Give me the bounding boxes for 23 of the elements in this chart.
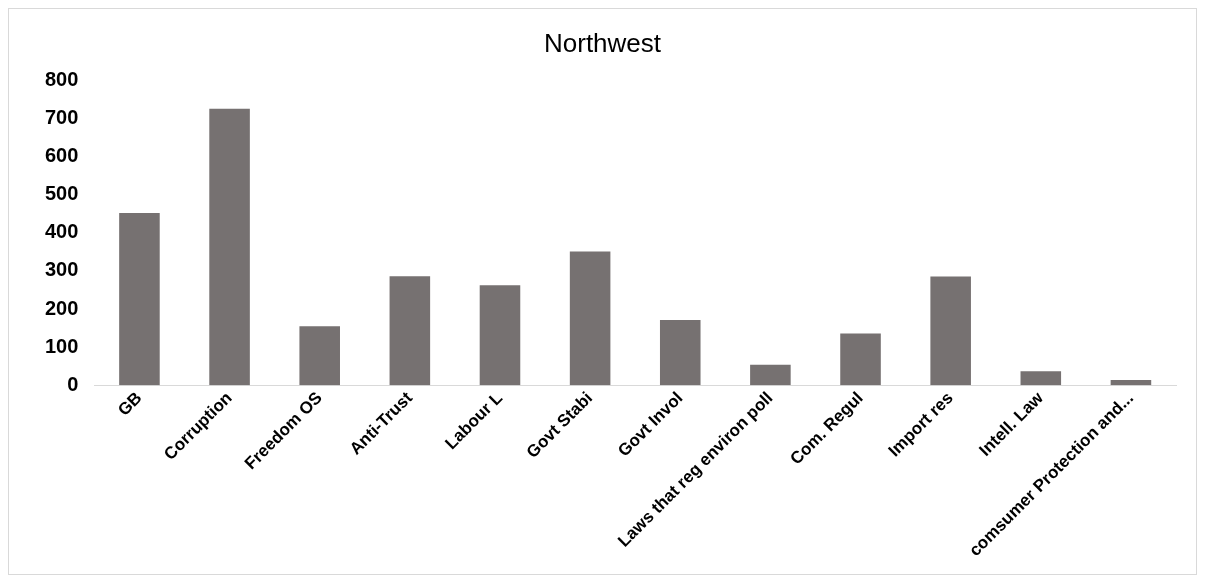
chart-title: Northwest [543, 27, 662, 58]
y-tick-label: 500 [44, 182, 79, 205]
bar [750, 364, 791, 386]
x-tick-label: GB [114, 388, 146, 420]
y-tick-label: 200 [44, 296, 79, 319]
bar [389, 276, 431, 386]
bar [569, 251, 611, 386]
y-tick-label: 0 [67, 372, 79, 395]
bar [1020, 371, 1062, 386]
y-tick-label: 100 [44, 334, 79, 357]
bar [119, 212, 160, 386]
bar [299, 326, 340, 386]
y-tick-label: 600 [44, 143, 79, 166]
bar [930, 276, 971, 386]
bar [840, 333, 881, 386]
y-tick-label: 300 [44, 258, 79, 281]
bar [1110, 379, 1152, 386]
y-tick-label: 400 [44, 220, 79, 243]
bar [479, 285, 521, 386]
bar [209, 108, 250, 386]
y-tick-label: 800 [44, 67, 79, 90]
y-tick-label: 700 [44, 105, 79, 128]
bar [659, 320, 701, 386]
